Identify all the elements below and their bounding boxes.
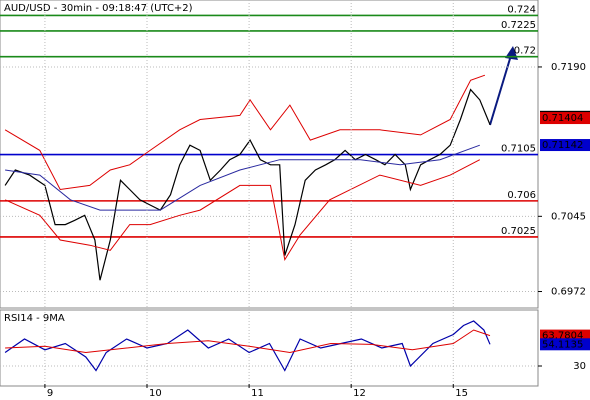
rsi-frame <box>0 309 539 387</box>
price-tag-label: 63.7804 <box>542 331 583 342</box>
series-line <box>4 74 486 191</box>
series-line <box>5 329 491 354</box>
level-label: 0.706 <box>507 190 536 201</box>
price-tag <box>540 112 590 125</box>
x-tick-label: 11 <box>251 388 264 399</box>
y-tick-label: 0.6972 <box>551 287 586 298</box>
forecast-arrow <box>489 51 513 126</box>
price-tag <box>540 338 590 351</box>
series-line <box>5 144 480 211</box>
y-tick-label: 0.7045 <box>551 211 586 222</box>
y-tick-label: 30 <box>573 361 586 372</box>
price-tag-label: 0.71404 <box>542 113 583 124</box>
level-label: 0.72 <box>514 46 536 57</box>
level-label: 0.7025 <box>501 226 536 237</box>
rsi-title: RSI14 - 9MA <box>4 313 65 324</box>
level-label: 0.7105 <box>501 144 536 155</box>
level-label: 0.7225 <box>501 20 536 31</box>
series-line <box>4 320 491 372</box>
y-tick-label: 0.7190 <box>551 62 586 73</box>
x-tick-label: 10 <box>149 388 162 399</box>
chart-title: AUD/USD - 30min - 09:18:47 (UTC+2) <box>4 3 193 14</box>
x-tick-label: 12 <box>353 388 366 399</box>
x-tick-label: 9 <box>47 388 53 399</box>
price-tag-label: 54.1135 <box>542 339 583 350</box>
x-tick-label: 15 <box>455 388 468 399</box>
price-tag-label: 0.71142 <box>542 140 583 151</box>
level-label: 0.724 <box>507 4 536 15</box>
price-tag <box>540 139 590 152</box>
series-line <box>4 159 481 261</box>
